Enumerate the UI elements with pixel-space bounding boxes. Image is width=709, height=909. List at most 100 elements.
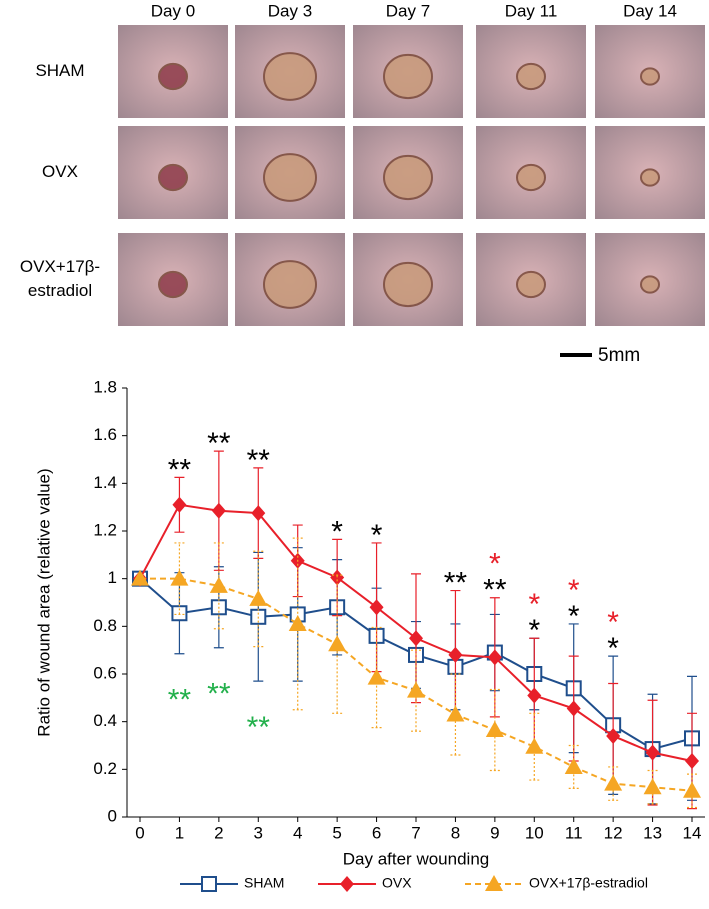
wound bbox=[516, 62, 546, 91]
point bbox=[409, 630, 423, 647]
significance-mark: ** bbox=[207, 427, 231, 460]
point bbox=[328, 635, 347, 652]
legend-marker bbox=[485, 875, 503, 891]
x-tick-label: 2 bbox=[214, 823, 223, 842]
point bbox=[369, 599, 384, 616]
wound bbox=[383, 53, 433, 100]
significance-mark: ** bbox=[247, 444, 271, 477]
significance-mark: * bbox=[568, 600, 580, 633]
chart: 00.20.40.60.811.21.41.61.80 1 2 3 4 5 6 7 8 9 10 11… bbox=[34, 377, 705, 892]
column-label: Day 11 bbox=[505, 1, 558, 20]
point bbox=[172, 496, 187, 513]
x-tick-label: 10 bbox=[525, 823, 544, 842]
x-tick-label: 8 bbox=[451, 823, 460, 842]
row-label: OVX+17β- bbox=[20, 257, 100, 276]
legend-marker bbox=[201, 876, 217, 892]
wound bbox=[263, 52, 317, 101]
significance-mark: * bbox=[607, 632, 619, 665]
point bbox=[446, 705, 465, 722]
point bbox=[564, 757, 583, 774]
significance-mark: * bbox=[331, 515, 343, 548]
point bbox=[487, 649, 502, 666]
significance-mark: ** bbox=[168, 453, 192, 486]
error-bar bbox=[371, 626, 382, 729]
wound bbox=[640, 275, 660, 294]
point bbox=[566, 700, 581, 717]
significance-mark: ** bbox=[168, 684, 192, 717]
x-tick-label: 0 bbox=[135, 823, 144, 842]
x-tick-label: 12 bbox=[604, 823, 623, 842]
column-label: Day 0 bbox=[151, 1, 195, 20]
y-tick-label: 1 bbox=[108, 568, 117, 587]
y-tick-label: 1.6 bbox=[93, 425, 117, 444]
x-tick-label: 9 bbox=[490, 823, 499, 842]
wound bbox=[158, 62, 188, 91]
row-label: estradiol bbox=[28, 281, 92, 300]
error-bar bbox=[253, 550, 264, 648]
y-tick-label: 0.8 bbox=[93, 616, 117, 635]
significance-mark: ** bbox=[444, 567, 468, 600]
x-tick-label: 13 bbox=[643, 823, 662, 842]
column-label: Day 7 bbox=[386, 1, 430, 20]
y-tick-label: 1.8 bbox=[93, 377, 117, 396]
point bbox=[170, 569, 189, 586]
wound bbox=[383, 154, 433, 201]
y-tick-label: 1.4 bbox=[93, 473, 117, 492]
row-label: SHAM bbox=[35, 61, 84, 80]
significance-mark: ** bbox=[247, 711, 271, 744]
photo-grid: Day 0 Day 3 Day 7 Day 11 Day 14 SHAM OVX OVX+17… bbox=[20, 1, 705, 326]
significance-mark: ** bbox=[483, 574, 507, 607]
significance-mark: * bbox=[528, 588, 540, 621]
wound bbox=[516, 270, 546, 299]
wound bbox=[383, 261, 433, 308]
point bbox=[249, 589, 268, 606]
wound bbox=[640, 67, 660, 86]
x-tick-label: 11 bbox=[565, 823, 583, 842]
wound bbox=[263, 153, 317, 202]
x-tick-label: 7 bbox=[411, 823, 420, 842]
significance-mark: * bbox=[371, 519, 383, 552]
y-tick-label: 0.2 bbox=[93, 759, 117, 778]
legend-label: SHAM bbox=[244, 875, 284, 891]
point bbox=[209, 576, 228, 593]
significance-mark: * bbox=[568, 574, 580, 607]
scale-bar-label: 5mm bbox=[598, 345, 640, 366]
point bbox=[527, 687, 542, 704]
point bbox=[330, 569, 345, 586]
x-tick-label: 3 bbox=[254, 823, 263, 842]
y-tick-label: 0.4 bbox=[93, 711, 117, 730]
y-tick-label: 1.2 bbox=[93, 520, 117, 539]
point bbox=[485, 721, 504, 738]
point bbox=[251, 505, 266, 522]
legend-marker bbox=[340, 876, 354, 892]
point bbox=[288, 614, 307, 631]
error-bar bbox=[213, 542, 224, 630]
legend-label: OVX+17β-estradiol bbox=[529, 875, 648, 891]
wound bbox=[263, 260, 317, 309]
significance-mark: * bbox=[528, 614, 540, 647]
point bbox=[525, 737, 544, 754]
x-tick-label: 14 bbox=[683, 823, 702, 842]
point bbox=[683, 781, 701, 798]
significance-mark: * bbox=[607, 606, 619, 639]
y-tick-label: 0.6 bbox=[93, 663, 117, 682]
point bbox=[643, 778, 662, 795]
x-tick-label: 1 bbox=[175, 823, 184, 842]
x-axis-title: Day after wounding bbox=[343, 849, 489, 868]
point bbox=[407, 681, 425, 698]
y-axis-title: Ratio of wound area (relative value) bbox=[34, 468, 53, 736]
x-tick-label: 6 bbox=[372, 823, 381, 842]
point bbox=[367, 668, 386, 685]
point bbox=[448, 646, 463, 663]
row-label: OVX bbox=[42, 162, 78, 181]
legend-label: OVX bbox=[382, 875, 412, 891]
significance-mark: ** bbox=[207, 678, 231, 711]
point bbox=[606, 727, 621, 744]
wound bbox=[158, 270, 188, 299]
wound bbox=[158, 163, 188, 192]
x-tick-label: 5 bbox=[332, 823, 341, 842]
point bbox=[604, 774, 623, 791]
error-bar bbox=[174, 542, 185, 616]
point bbox=[645, 744, 660, 761]
